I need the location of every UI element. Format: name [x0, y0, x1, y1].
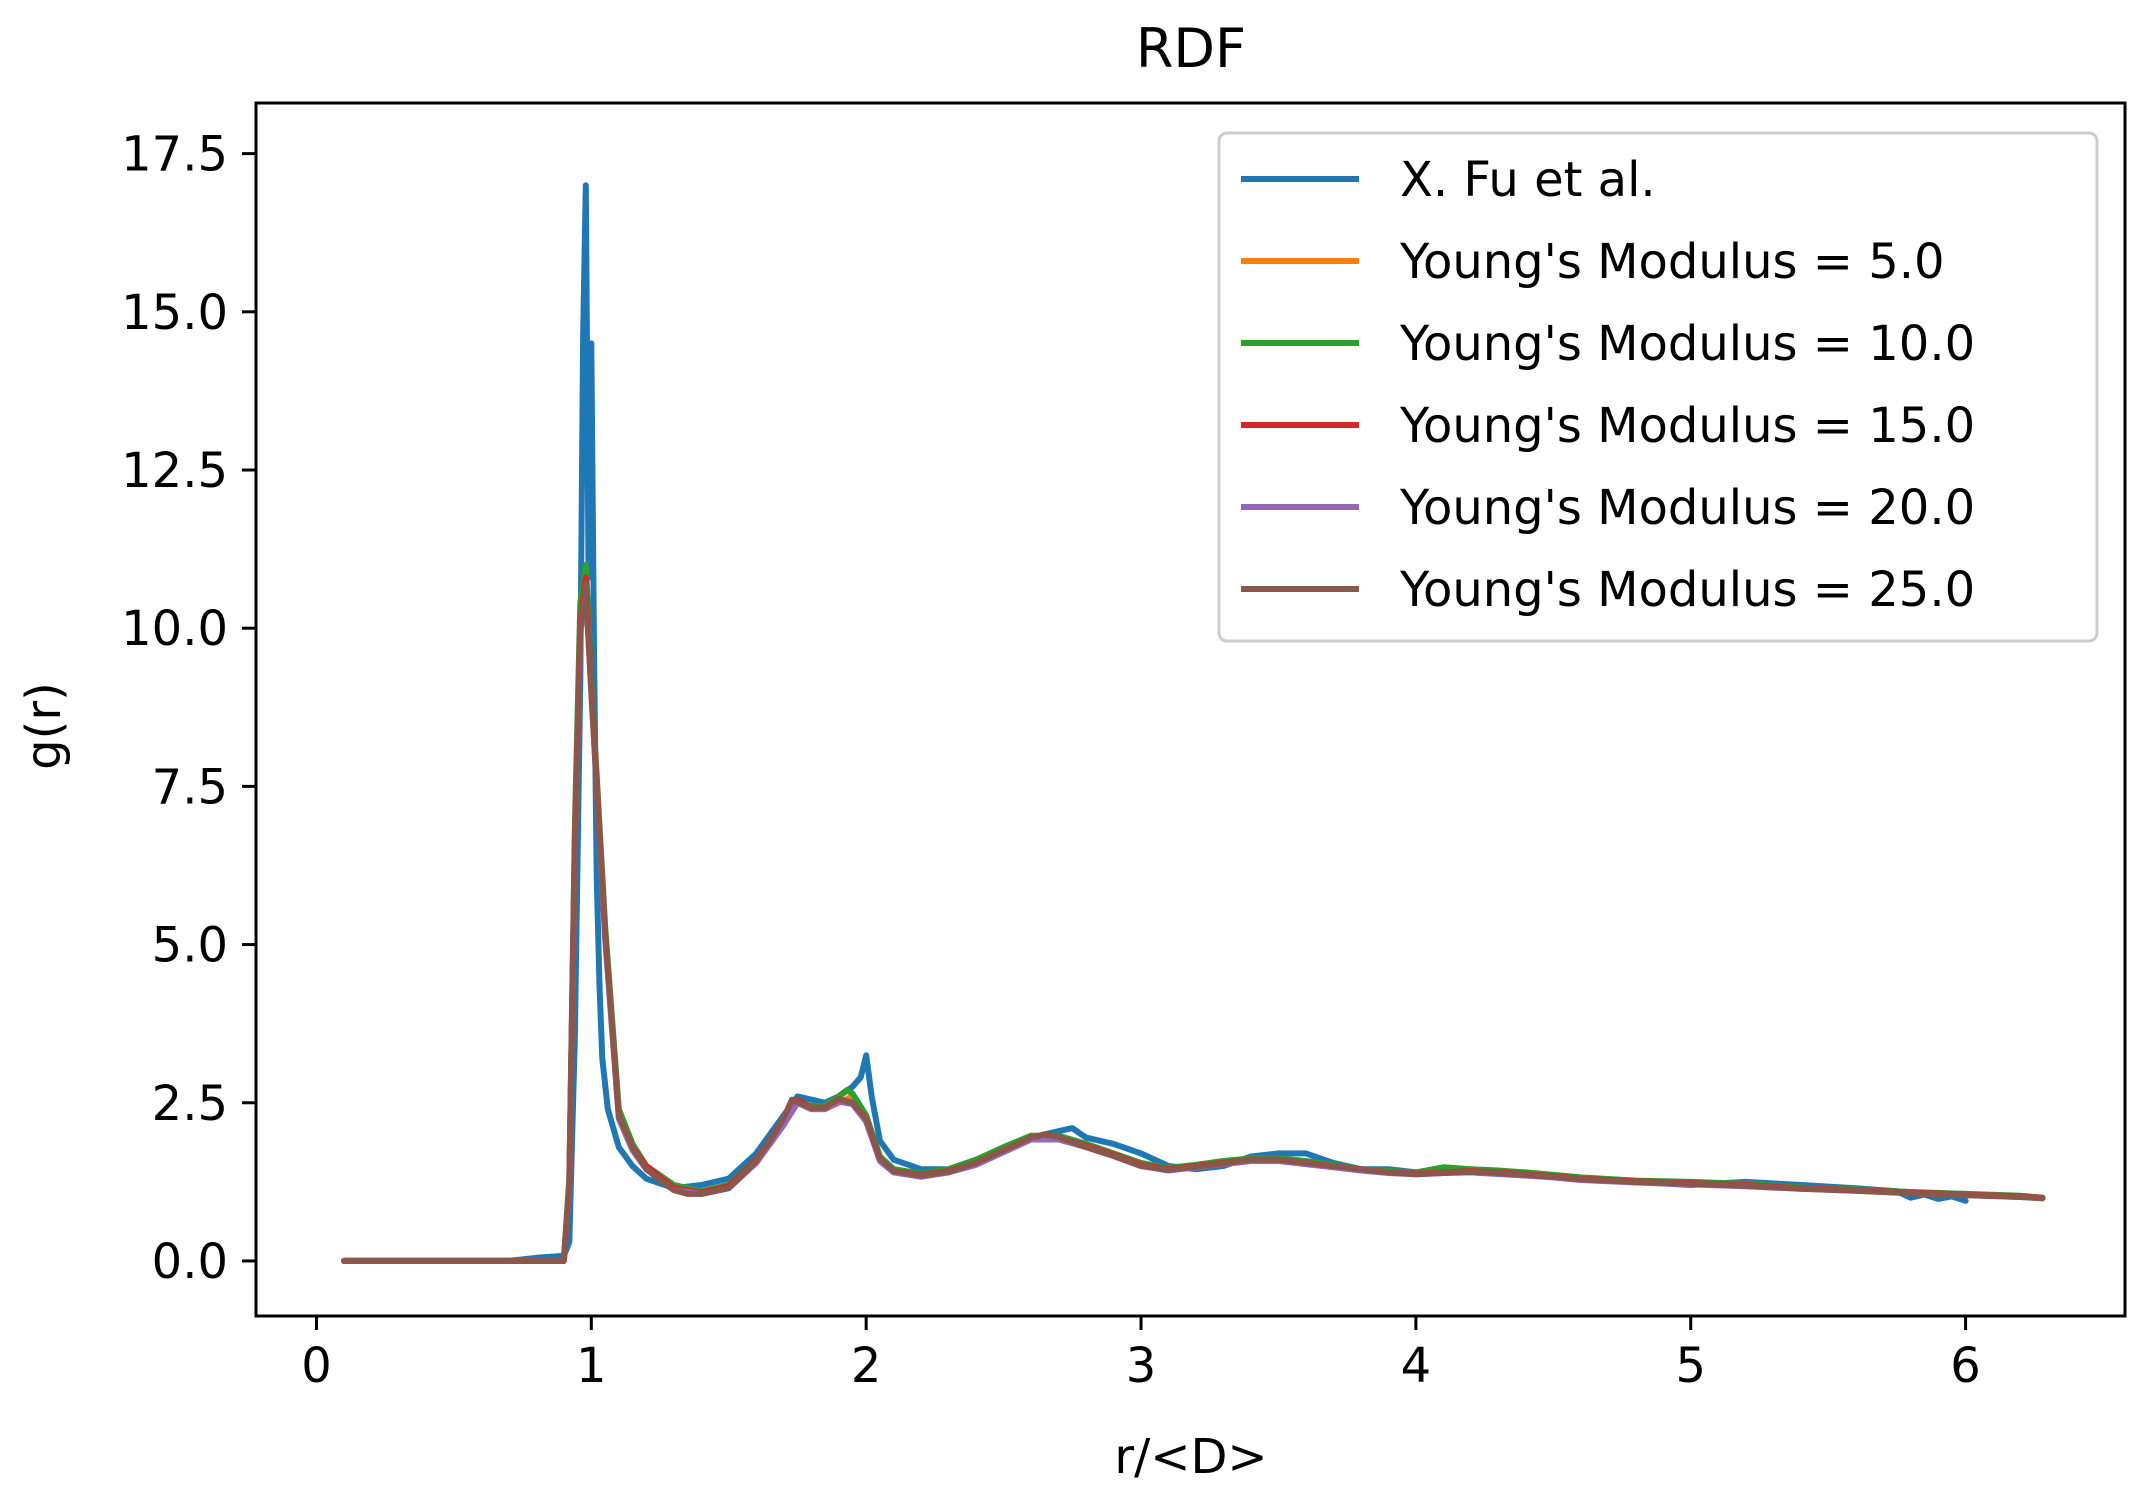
- y-tick-label: 15.0: [121, 285, 228, 341]
- y-tick-label: 17.5: [121, 127, 228, 183]
- y-axis-ticks: 0.0 2.5 5.0 7.5 10.0 12.5 15.0 17.5: [121, 127, 256, 1290]
- chart-title: RDF: [1136, 17, 1246, 80]
- series-line-5: [341, 580, 2046, 1264]
- x-tick-label: 0: [301, 1338, 332, 1394]
- y-axis-label: g(r): [16, 682, 72, 770]
- y-tick-label: 5.0: [152, 918, 228, 974]
- y-tick-label: 2.5: [152, 1076, 228, 1132]
- plot-lines: [341, 182, 2046, 1264]
- y-tick-label: 0.0: [152, 1234, 228, 1290]
- y-tick-label: 7.5: [152, 759, 228, 815]
- x-tick-label: 5: [1675, 1338, 1706, 1394]
- x-axis-label: r/<D>: [1114, 1429, 1267, 1485]
- legend: X. Fu et al. Young's Modulus = 5.0 Young's…: [1217, 131, 2099, 643]
- legend-label: Young's Modulus = 5.0: [1399, 234, 1945, 290]
- y-tick-label: 10.0: [121, 601, 228, 657]
- axes-frame: [254, 101, 2127, 1318]
- legend-label: Young's Modulus = 20.0: [1399, 480, 1975, 536]
- legend-label: Young's Modulus = 10.0: [1399, 316, 1975, 372]
- legend-label: Young's Modulus = 15.0: [1399, 398, 1975, 454]
- x-tick-label: 4: [1401, 1338, 1432, 1394]
- legend-label: Young's Modulus = 25.0: [1399, 562, 1975, 618]
- y-tick-label: 12.5: [121, 443, 228, 499]
- x-tick-label: 3: [1126, 1338, 1157, 1394]
- legend-box: [1217, 131, 2099, 643]
- x-axis-ticks: 0 1 2 3 4 5 6: [301, 1316, 1981, 1394]
- x-tick-label: 2: [851, 1338, 882, 1394]
- legend-label: X. Fu et al.: [1400, 152, 1656, 208]
- x-tick-label: 6: [1950, 1338, 1981, 1394]
- x-tick-label: 1: [576, 1338, 607, 1394]
